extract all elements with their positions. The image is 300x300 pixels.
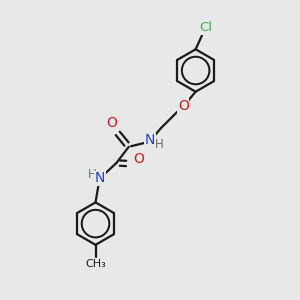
Text: H: H (88, 168, 96, 181)
Text: N: N (145, 133, 155, 147)
Text: O: O (106, 116, 117, 130)
Text: Cl: Cl (200, 21, 212, 34)
Text: CH₃: CH₃ (85, 259, 106, 269)
Text: N: N (95, 171, 105, 185)
Text: O: O (178, 99, 189, 113)
Text: H: H (155, 138, 164, 151)
Text: O: O (133, 152, 144, 166)
